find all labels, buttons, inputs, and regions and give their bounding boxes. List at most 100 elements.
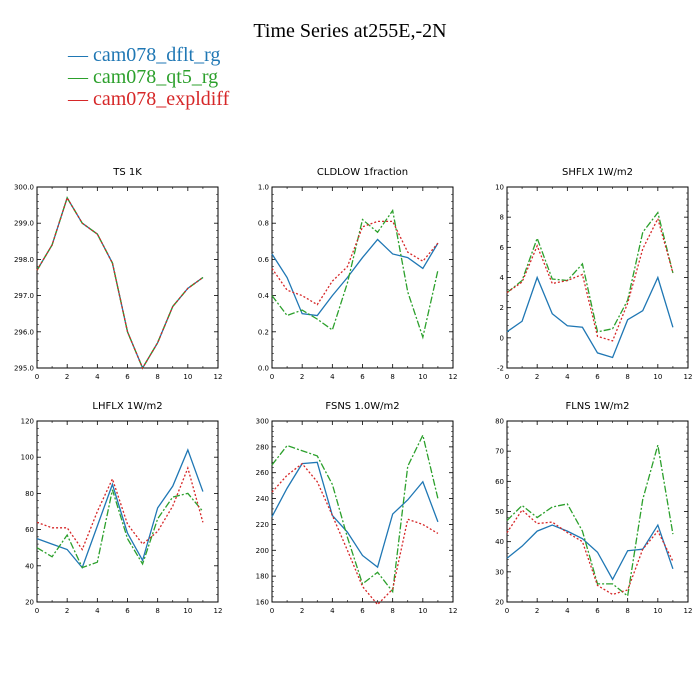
y-tick-label: 6 bbox=[500, 244, 505, 252]
series-line-cam078-qt5-rg bbox=[36, 196, 204, 370]
y-tick-label: 4 bbox=[500, 274, 505, 282]
x-tick-label: 0 bbox=[505, 373, 509, 381]
x-tick-label: 4 bbox=[330, 373, 335, 381]
y-tick-label: 0 bbox=[500, 334, 504, 342]
x-tick-label: 12 bbox=[214, 607, 223, 615]
x-tick-label: 4 bbox=[330, 607, 335, 615]
figure-title: Time Series at255E,-2N bbox=[253, 20, 447, 42]
x-tick-label: 10 bbox=[183, 607, 192, 615]
y-tick-label: 260 bbox=[256, 469, 269, 477]
x-tick-label: 4 bbox=[565, 607, 570, 615]
x-tick-label: 4 bbox=[95, 373, 100, 381]
x-tick-label: 12 bbox=[684, 373, 693, 381]
x-tick-label: 2 bbox=[300, 607, 304, 615]
x-tick-label: 6 bbox=[360, 373, 365, 381]
legend-item-expldiff: — cam078_expldiff bbox=[68, 88, 229, 110]
x-tick-label: 12 bbox=[449, 373, 458, 381]
panel-title: TS 1K bbox=[112, 167, 142, 178]
x-tick-label: 2 bbox=[300, 373, 304, 381]
y-tick-label: 280 bbox=[256, 443, 269, 451]
y-tick-label: 60 bbox=[25, 526, 34, 534]
x-tick-label: 12 bbox=[449, 607, 458, 615]
plot-frame bbox=[506, 420, 689, 603]
series-line-cam078-dflt-rg bbox=[36, 196, 204, 370]
panel-title: LHFLX 1W/m2 bbox=[92, 401, 162, 412]
x-tick-label: 0 bbox=[270, 373, 274, 381]
y-tick-label: 200 bbox=[256, 547, 269, 555]
y-tick-label: 300.0 bbox=[14, 184, 34, 192]
legend-item-dflt: — cam078_dflt_rg bbox=[68, 44, 229, 66]
x-tick-label: 8 bbox=[155, 607, 159, 615]
panel-1: TS 1K 0 2 4 6 8 10 12 295.0 296.0 297.0 298.0 299.0 3… bbox=[14, 167, 223, 381]
panel-title: CLDLOW 1fraction bbox=[317, 167, 408, 178]
y-tick-label: 240 bbox=[256, 495, 269, 503]
y-tick-label: -2 bbox=[497, 365, 504, 373]
x-tick-label: 10 bbox=[653, 373, 662, 381]
y-tick-label: 0.0 bbox=[258, 365, 269, 373]
panel-4: LHFLX 1W/m2 0 2 4 6 8 10 12 20 40 60 80 100 120 bbox=[21, 401, 223, 615]
y-tick-label: 40 bbox=[25, 562, 34, 570]
x-tick-label: 12 bbox=[684, 607, 693, 615]
plot-frame bbox=[271, 420, 454, 603]
y-tick-label: 295.0 bbox=[14, 365, 34, 373]
plot-frame bbox=[271, 186, 454, 369]
y-tick-label: 296.0 bbox=[14, 328, 34, 336]
series-line-cam078-dflt-rg bbox=[36, 448, 204, 569]
series-line-cam078-dflt-rg bbox=[271, 461, 439, 569]
x-tick-label: 10 bbox=[653, 607, 662, 615]
x-tick-label: 2 bbox=[65, 373, 69, 381]
y-tick-label: 160 bbox=[256, 599, 269, 607]
series-line-cam078-qt5-rg bbox=[506, 444, 674, 598]
plot-frame bbox=[36, 420, 219, 603]
x-tick-label: 10 bbox=[183, 373, 192, 381]
x-tick-label: 4 bbox=[565, 373, 570, 381]
y-tick-label: 100 bbox=[21, 454, 34, 462]
y-tick-label: 180 bbox=[256, 573, 269, 581]
x-tick-label: 2 bbox=[65, 607, 69, 615]
y-tick-label: 0.8 bbox=[258, 220, 269, 228]
x-tick-label: 8 bbox=[390, 373, 394, 381]
y-tick-label: 20 bbox=[495, 599, 504, 607]
series-line-cam078-dflt-rg bbox=[506, 275, 674, 359]
x-tick-label: 8 bbox=[625, 607, 629, 615]
x-tick-label: 12 bbox=[214, 373, 223, 381]
y-tick-label: 20 bbox=[25, 599, 34, 607]
x-tick-label: 8 bbox=[155, 373, 159, 381]
y-tick-label: 2 bbox=[500, 304, 504, 312]
y-tick-label: 8 bbox=[500, 214, 504, 222]
y-tick-label: 297.0 bbox=[14, 292, 34, 300]
x-tick-label: 0 bbox=[35, 373, 39, 381]
series-line-cam078-expldiff bbox=[36, 196, 204, 370]
y-tick-label: 40 bbox=[495, 538, 504, 546]
legend-item-qt5: — cam078_qt5_rg bbox=[68, 66, 229, 88]
legend-label-dflt: cam078_dflt_rg bbox=[93, 44, 221, 66]
y-tick-label: 0.4 bbox=[258, 292, 270, 300]
series-line-cam078-expldiff bbox=[271, 462, 439, 606]
y-tick-label: 1.0 bbox=[258, 184, 269, 192]
y-tick-label: 10 bbox=[495, 184, 504, 192]
y-tick-label: 70 bbox=[495, 448, 504, 456]
panel-title: FLNS 1W/m2 bbox=[565, 401, 629, 412]
x-tick-label: 0 bbox=[35, 607, 39, 615]
y-tick-label: 0.6 bbox=[258, 256, 270, 264]
panel-5: FSNS 1.0W/m2 0 2 4 6 8 10 12 160 180 200 220 240 260 2… bbox=[256, 401, 458, 615]
legend-swatch-expldiff: — bbox=[68, 88, 93, 110]
x-tick-label: 10 bbox=[418, 373, 427, 381]
x-tick-label: 2 bbox=[535, 373, 539, 381]
legend-swatch-qt5: — bbox=[68, 66, 93, 88]
plot-frame bbox=[36, 186, 219, 369]
x-tick-label: 6 bbox=[125, 607, 130, 615]
legend: — cam078_dflt_rg — cam078_qt5_rg — cam07… bbox=[68, 44, 229, 110]
legend-label-expldiff: cam078_expldiff bbox=[93, 88, 230, 110]
series-line-cam078-qt5-rg bbox=[36, 489, 204, 569]
x-tick-label: 10 bbox=[418, 607, 427, 615]
series-line-cam078-expldiff bbox=[271, 220, 439, 306]
panel-6: FLNS 1W/m2 0 2 4 6 8 10 12 20 30 40 50 60 70 80 bbox=[495, 401, 692, 615]
x-tick-label: 8 bbox=[390, 607, 394, 615]
panel-title: FSNS 1.0W/m2 bbox=[325, 401, 399, 412]
x-tick-label: 4 bbox=[95, 607, 100, 615]
x-tick-label: 8 bbox=[625, 373, 629, 381]
x-tick-label: 0 bbox=[505, 607, 509, 615]
